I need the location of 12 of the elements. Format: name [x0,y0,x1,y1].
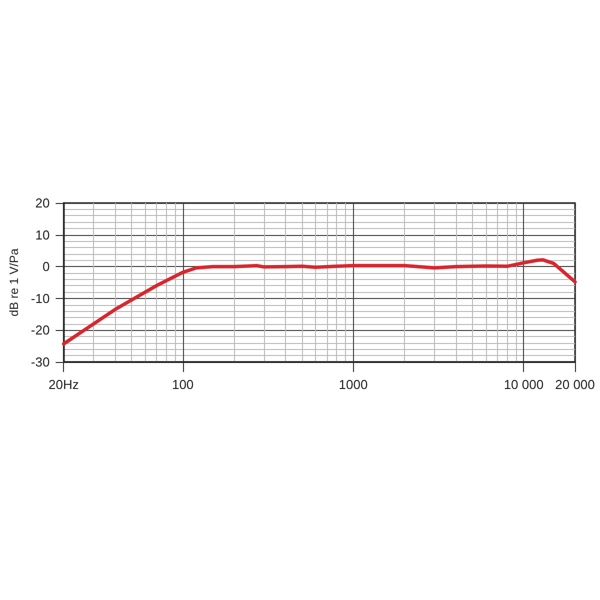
y-tick-label: 0 [42,259,50,274]
y-tick-label: 20 [35,196,50,210]
y-tick-label: -20 [30,322,50,338]
x-tick-label: 10 000 [504,377,544,392]
y-tick-label: 10 [35,227,50,242]
y-tick-label: -10 [30,290,50,306]
x-tick-label: 20 000 [555,377,595,392]
x-tick-label: 20Hz [48,377,79,392]
x-tick-label: 1000 [338,377,368,392]
x-tick-label: 100 [172,377,194,392]
y-axis-title: dB re 1 V/Pa [7,248,21,317]
y-tick-label: -30 [30,354,50,370]
